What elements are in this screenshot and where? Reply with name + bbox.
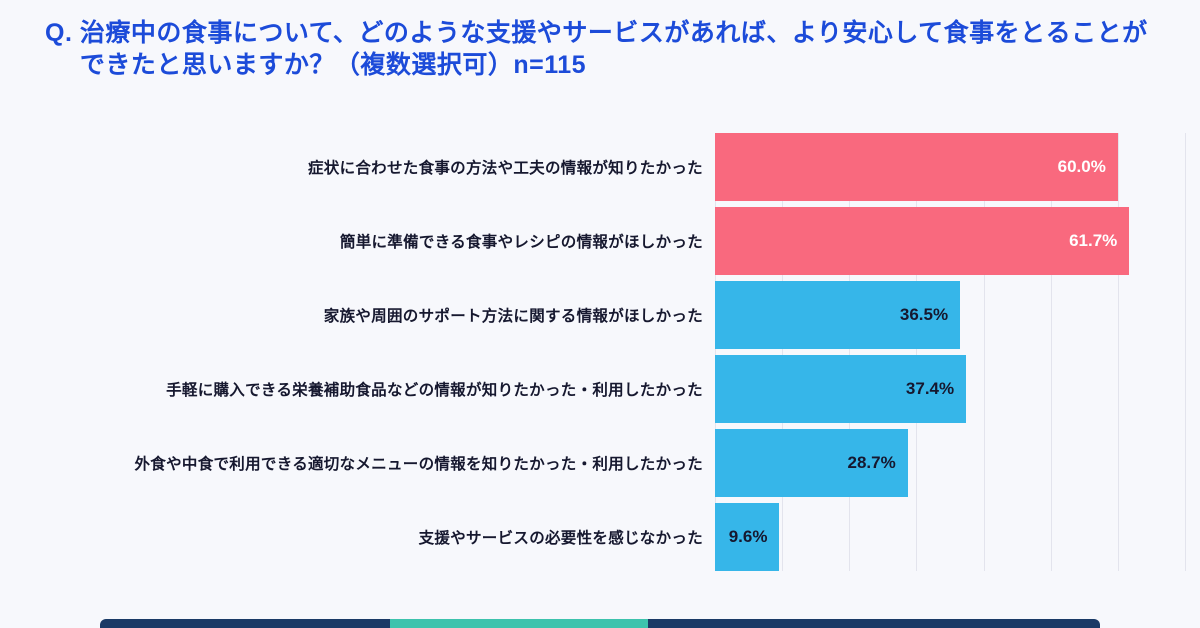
category-label: 外食や中食で利用できる適切なメニューの情報を知りたかった・利用したかった bbox=[134, 456, 703, 473]
gridline bbox=[983, 133, 985, 571]
bar: 28.7% bbox=[715, 429, 908, 497]
bar-row: 家族や周囲のサポート方法に関する情報がほしかった 36.5% bbox=[0, 281, 1190, 349]
bar-row: 外食や中食で利用できる適切なメニューの情報を知りたかった・利用したかった 28.7… bbox=[0, 429, 1190, 497]
bar-row: 支援やサービスの必要性を感じなかった 9.6% bbox=[0, 503, 1190, 571]
bar-row: 手軽に購入できる栄養補助食品などの情報が知りたかった・利用したかった 37.4% bbox=[0, 355, 1190, 423]
bar-row: 簡単に準備できる食事やレシピの情報がほしかった 61.7% bbox=[0, 207, 1190, 275]
gridline bbox=[1050, 133, 1052, 571]
title-lines: 治療中の食事について、どのような支援やサービスがあれば、より安心して食事をとるこ… bbox=[80, 18, 1148, 81]
bar-value-label: 61.7% bbox=[1069, 231, 1118, 250]
bar-value-label: 28.7% bbox=[847, 453, 896, 472]
survey-question-title: Q. 治療中の食事について、どのような支援やサービスがあれば、より安心して食事を… bbox=[45, 18, 1148, 81]
title-line-2: できたと思いますか？（複数選択可）n=115 bbox=[79, 50, 587, 79]
gridline bbox=[1185, 133, 1186, 571]
bar-chart: 症状に合わせた食事の方法や工夫の情報が知りたかった 60.0% 簡単に準備できる食事… bbox=[0, 133, 1190, 577]
bar-value-label: 37.4% bbox=[905, 379, 955, 398]
bar-value-label: 60.0% bbox=[1057, 157, 1106, 176]
category-label: 症状に合わせた食事の方法や工夫の情報が知りたかった bbox=[307, 160, 703, 177]
gridline bbox=[849, 133, 851, 571]
category-label: 家族や周囲のサポート方法に関する情報がほしかった bbox=[323, 308, 703, 325]
footer-strip bbox=[100, 619, 1100, 628]
bar: 37.4% bbox=[715, 355, 967, 423]
bar: 36.5% bbox=[715, 281, 961, 349]
bar-value-label: 36.5% bbox=[899, 305, 949, 324]
bar-track: 61.7% bbox=[715, 207, 1185, 275]
gridline bbox=[782, 133, 784, 571]
bar: 9.6% bbox=[715, 503, 780, 571]
bar: 60.0% bbox=[715, 133, 1118, 201]
category-label: 簡単に準備できる食事やレシピの情報がほしかった bbox=[339, 234, 703, 251]
gridline bbox=[715, 133, 716, 571]
bar-track: 9.6% bbox=[715, 503, 1185, 571]
bar-value-label: 9.6% bbox=[728, 527, 768, 546]
category-label: 支援やサービスの必要性を感じなかった bbox=[418, 530, 703, 547]
chart-gridlines bbox=[715, 133, 1186, 571]
bar-track: 37.4% bbox=[715, 355, 1185, 423]
bar-track: 28.7% bbox=[715, 429, 1185, 497]
gridline bbox=[916, 133, 918, 571]
bar-row: 症状に合わせた食事の方法や工夫の情報が知りたかった 60.0% bbox=[0, 133, 1190, 201]
bar: 61.7% bbox=[715, 207, 1130, 275]
question-prefix: Q. bbox=[45, 19, 80, 47]
category-label: 手軽に購入できる栄養補助食品などの情報が知りたかった・利用したかった bbox=[166, 382, 703, 399]
chart-rows: 症状に合わせた食事の方法や工夫の情報が知りたかった 60.0% 簡単に準備できる食事… bbox=[0, 133, 1190, 571]
title-line-1: 治療中の食事について、どのような支援やサービスがあれば、より安心して食事をとるこ… bbox=[79, 19, 1148, 47]
gridline bbox=[1117, 133, 1119, 571]
bar-track: 36.5% bbox=[715, 281, 1185, 349]
footer-accent-block bbox=[390, 619, 648, 628]
bar-track: 60.0% bbox=[715, 133, 1185, 201]
